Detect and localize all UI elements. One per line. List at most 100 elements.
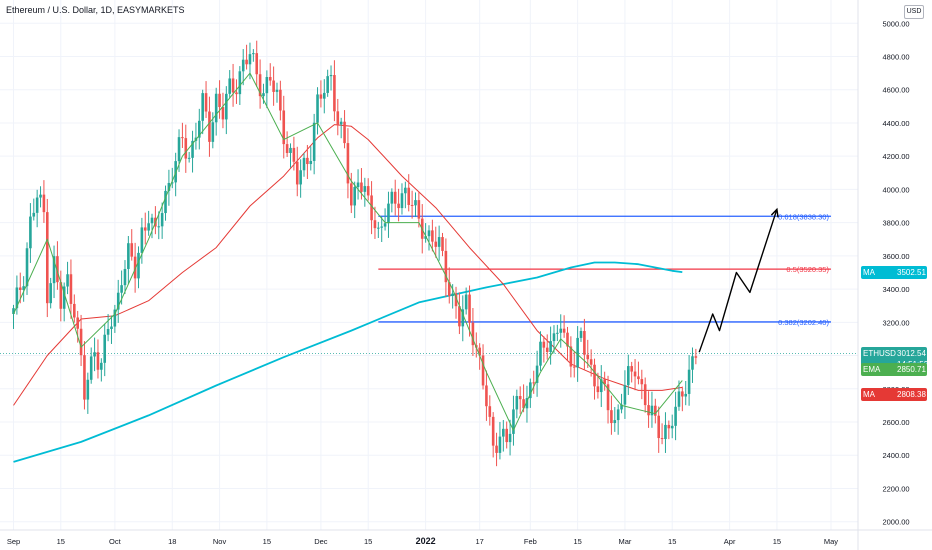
candle-body — [25, 248, 29, 287]
candle-body — [302, 157, 306, 171]
candle-body — [333, 75, 336, 112]
x-tick-label: Oct — [109, 537, 122, 546]
candle-body — [62, 286, 66, 309]
candle-body — [35, 197, 39, 213]
candle-body — [73, 303, 76, 318]
candle-body — [447, 282, 451, 296]
candle-body — [518, 396, 522, 400]
candle-body — [235, 92, 238, 95]
ma200-badge-name: MA — [863, 268, 875, 278]
candle-body — [157, 226, 161, 228]
candle-body — [218, 93, 221, 108]
candle-body — [630, 366, 633, 372]
candle-body — [589, 359, 593, 365]
candle-body — [687, 369, 691, 394]
x-tick-label: Dec — [314, 537, 328, 546]
x-tick-label: 2022 — [416, 536, 436, 546]
candle-body — [603, 379, 606, 385]
candle-body — [272, 80, 275, 92]
y-tick-label: 5000.00 — [882, 19, 909, 28]
candle-body — [83, 355, 86, 400]
y-tick-label: 3400.00 — [882, 285, 909, 294]
candle-body — [431, 230, 434, 242]
ma-badge-value: 2808.38 — [897, 390, 926, 400]
candle-body — [535, 365, 539, 383]
current-price-symbol: ETHUSD — [863, 349, 896, 359]
candle-body — [150, 217, 154, 224]
candle-body — [238, 71, 242, 95]
candle-body — [29, 216, 32, 249]
candle-body — [599, 379, 603, 393]
candle-body — [569, 346, 573, 367]
candle-body — [295, 161, 299, 185]
y-tick-label: 4800.00 — [882, 52, 909, 61]
candle-body — [691, 356, 694, 370]
candle-body — [42, 194, 46, 213]
candle-body — [110, 326, 113, 330]
candle-body — [495, 445, 498, 453]
candle-body — [478, 347, 481, 356]
candle-body — [39, 194, 42, 198]
current-price-value: 3012.54 — [897, 349, 926, 359]
candle-body — [113, 309, 117, 327]
candle-body — [343, 121, 346, 144]
candle-body — [670, 425, 674, 429]
candle-body — [86, 379, 90, 400]
x-tick-label: 18 — [168, 537, 176, 546]
candle-body — [66, 274, 69, 287]
candle-body — [167, 182, 171, 191]
candle-body — [451, 293, 454, 296]
candle-body — [404, 187, 407, 194]
candle-body — [559, 328, 563, 333]
x-tick-label: Feb — [524, 537, 537, 546]
candle-body — [539, 341, 542, 366]
candle-body — [123, 268, 127, 286]
candle-body — [252, 53, 255, 55]
ma200-badge-value: 3502.51 — [897, 268, 926, 278]
candle-body — [93, 352, 96, 357]
candle-body — [417, 200, 421, 219]
candle-body — [410, 204, 414, 206]
fibonacci-level-label: 0.5(3520.35) — [786, 265, 829, 274]
candle-body — [187, 157, 191, 159]
candle-body — [468, 294, 471, 323]
candle-body — [498, 436, 502, 453]
x-tick-label: 15 — [364, 537, 372, 546]
candle-body — [694, 356, 698, 358]
candle-body — [214, 93, 218, 123]
candle-body — [485, 385, 488, 407]
candle-body — [201, 93, 204, 121]
candle-body — [664, 424, 667, 440]
candle-body — [52, 256, 56, 284]
candle-body — [556, 332, 559, 334]
candle-body — [424, 236, 427, 239]
candle-body — [137, 252, 140, 279]
ema-line — [13, 72, 683, 431]
candle-body — [512, 409, 515, 434]
candle-body — [241, 59, 245, 72]
candle-body — [684, 393, 688, 397]
candle-body — [441, 237, 444, 251]
candle-body — [316, 94, 319, 123]
ema-badge-name: EMA — [863, 364, 881, 374]
candle-body — [299, 170, 302, 185]
candle-body — [380, 226, 384, 228]
fibonacci-level-label: 0.382(3202.40) — [778, 318, 829, 327]
ema-badge-value: 2850.71 — [897, 364, 926, 374]
candle-body — [620, 404, 623, 410]
ma200-line — [13, 261, 683, 463]
currency-button[interactable]: USD — [904, 5, 924, 19]
candle-body — [613, 420, 617, 424]
y-tick-label: 3600.00 — [882, 252, 909, 261]
candle-body — [549, 341, 552, 353]
candle-body — [481, 355, 485, 386]
candle-body — [660, 438, 664, 440]
candle-body — [45, 212, 49, 304]
candle-body — [667, 424, 671, 429]
candle-body — [616, 409, 620, 421]
candle-body — [572, 366, 576, 368]
candle-body — [285, 144, 289, 153]
candle-body — [170, 182, 174, 184]
projection-path — [698, 209, 778, 353]
